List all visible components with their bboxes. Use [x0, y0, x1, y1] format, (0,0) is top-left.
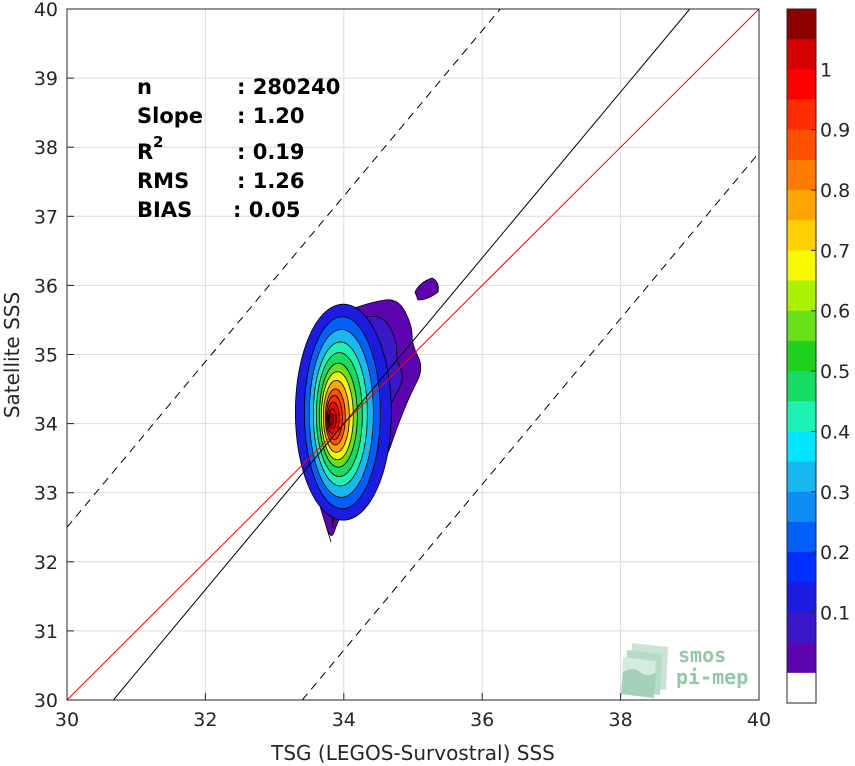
- y-tick-label: 30: [34, 690, 58, 712]
- colorbar-segment: [787, 431, 816, 463]
- colorbar-tick-label: 0.2: [820, 542, 850, 564]
- logo-waves-icon: [621, 643, 668, 698]
- stat-slope-label: Slope: [137, 104, 203, 128]
- x-tick-label: 40: [747, 709, 771, 731]
- grid: [66, 8, 760, 701]
- stat-n-label: n: [137, 75, 152, 99]
- colorbar-segment: [787, 521, 816, 553]
- y-axis-label: Satellite SSS: [0, 292, 24, 418]
- colorbar-segment: [787, 612, 816, 644]
- colorbar-segment: [787, 371, 816, 402]
- y-tick-label: 34: [34, 414, 58, 436]
- identity-line: [67, 9, 759, 700]
- stat-rms-value: : 1.26: [237, 169, 305, 193]
- y-tick-label: 35: [34, 345, 58, 367]
- colorbar-tick-label: 0.8: [820, 180, 850, 202]
- colorbar-tick-label: 0.4: [820, 421, 850, 443]
- colorbar-segment: [787, 552, 816, 583]
- y-tick-label: 39: [34, 68, 58, 90]
- stat-r2-superscript: 2: [153, 133, 163, 151]
- colorbar-segment: [787, 672, 816, 704]
- density-contours: [294, 277, 439, 543]
- colorbar-tick-label: 0.6: [820, 301, 850, 323]
- stat-r2-label: R: [137, 140, 153, 164]
- lower-bound-line: [301, 152, 759, 700]
- stat-rms-label: RMS: [137, 169, 189, 193]
- x-tick-label: 34: [332, 709, 356, 731]
- stat-n-value: : 280240: [237, 75, 340, 99]
- y-tick-label: 40: [34, 0, 58, 21]
- colorbar-segment: [787, 280, 816, 312]
- x-tick-label: 38: [609, 709, 633, 731]
- stat-r2-value: : 0.19: [237, 140, 305, 164]
- reference-lines: [67, 9, 759, 700]
- y-tick-label: 37: [34, 206, 58, 228]
- y-tick-label: 36: [34, 275, 58, 297]
- colorbar: 0.1 0.2 0.3 0.4 0.5 0.6 0.7 0.8 0.9 1: [786, 8, 850, 704]
- regression-line: [112, 9, 691, 700]
- colorbar-segment: [787, 69, 816, 101]
- y-tick-label: 32: [34, 552, 58, 574]
- colorbar-segment: [787, 99, 816, 131]
- y-tick-label: 33: [34, 483, 58, 505]
- y-tick-label: 31: [34, 621, 58, 643]
- colorbar-segment: [787, 9, 816, 40]
- colorbar-tick-label: 0.1: [820, 602, 850, 624]
- smos-pimep-logo: smos pi-mep: [621, 643, 748, 698]
- colorbar-segment: [787, 39, 816, 70]
- colorbar-segment: [787, 310, 816, 342]
- logo-text-pimep: pi-mep: [676, 665, 748, 689]
- colorbar-segment: [787, 582, 816, 613]
- upper-bound-line: [67, 9, 501, 528]
- y-axis: 30 31 32 33 34 35 36 37 38 39 40: [34, 0, 74, 712]
- colorbar-tick-label: 0.9: [820, 120, 850, 142]
- colorbar-frame: [786, 8, 817, 704]
- x-axis: 30 32 34 36 38 40: [55, 693, 771, 731]
- colorbar-segment: [787, 190, 816, 221]
- colorbar-tick-label: 0.5: [820, 361, 850, 383]
- colorbar-segment: [787, 642, 816, 674]
- colorbar-segment: [787, 340, 816, 372]
- y-tick-label: 38: [34, 137, 58, 159]
- colorbar-tick-label: 0.3: [820, 482, 850, 504]
- logo-text-smos: smos: [678, 643, 726, 667]
- colorbar-segment: [787, 491, 816, 523]
- x-axis-label: TSG (LEGOS-Survostral) SSS: [270, 741, 555, 765]
- colorbar-segment: [787, 220, 816, 251]
- contour-island: [414, 277, 439, 301]
- x-tick-label: 36: [470, 709, 494, 731]
- stats-box: n : 280240 Slope : 1.20 R 2 : 0.19 RMS :…: [137, 75, 340, 222]
- colorbar-segment: [787, 159, 816, 191]
- x-tick-label: 32: [193, 709, 217, 731]
- colorbar-segment: [787, 461, 816, 493]
- stat-bias-value: : 0.05: [233, 198, 301, 222]
- colorbar-tick-label: 1: [820, 59, 832, 81]
- contour-level: [328, 412, 335, 426]
- colorbar-segment: [787, 250, 816, 282]
- stat-bias-label: BIAS: [137, 198, 192, 222]
- colorbar-segment: [787, 129, 816, 161]
- stat-slope-value: : 1.20: [237, 104, 305, 128]
- colorbar-segment: [787, 401, 816, 432]
- colorbar-tick-label: 0.7: [820, 240, 850, 262]
- x-tick-label: 30: [55, 709, 79, 731]
